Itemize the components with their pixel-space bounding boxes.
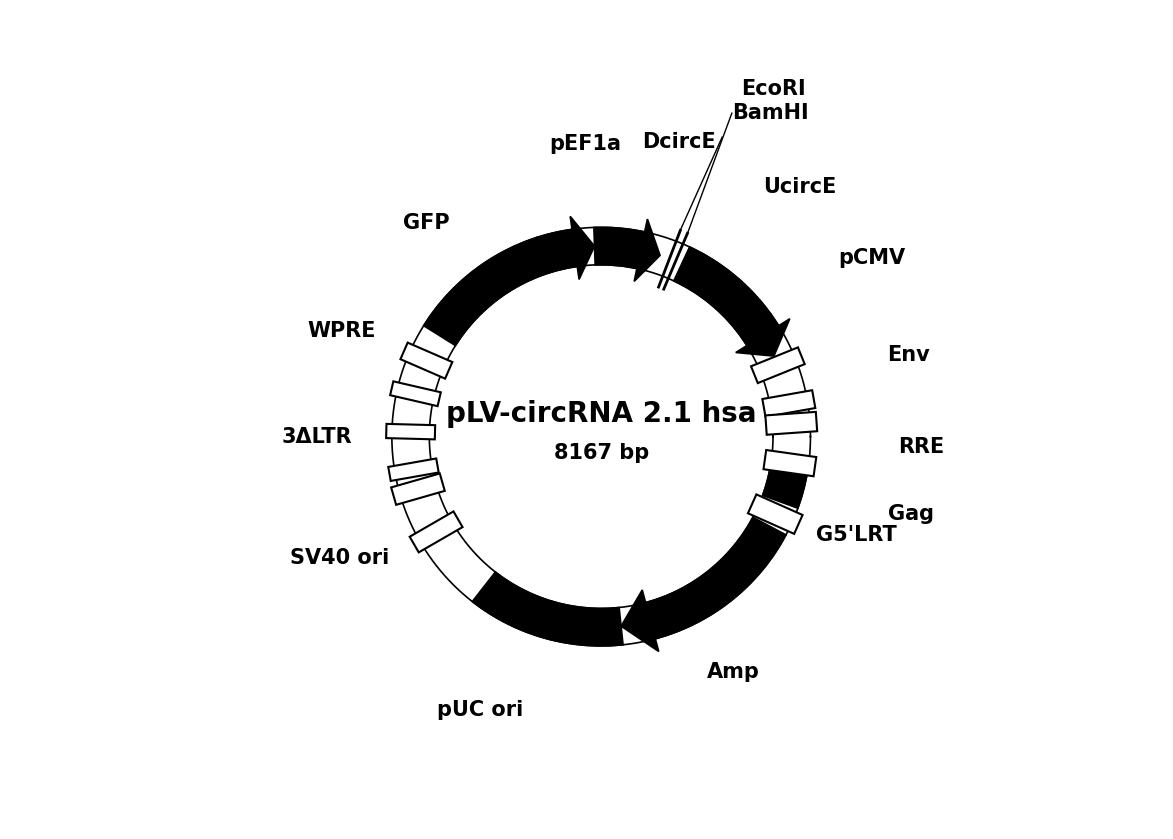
Text: Amp: Amp bbox=[707, 662, 760, 682]
Text: Gag: Gag bbox=[888, 503, 934, 524]
Text: UcircE: UcircE bbox=[762, 177, 836, 197]
Polygon shape bbox=[762, 469, 807, 508]
Text: SV40 ori: SV40 ori bbox=[290, 548, 389, 568]
Text: WPRE: WPRE bbox=[307, 321, 375, 341]
Text: BamHI: BamHI bbox=[732, 103, 808, 123]
Polygon shape bbox=[762, 390, 815, 417]
Text: pCMV: pCMV bbox=[839, 248, 906, 268]
Text: pLV-circRNA 2.1 hsa: pLV-circRNA 2.1 hsa bbox=[446, 400, 757, 428]
Text: 8167 bp: 8167 bp bbox=[554, 443, 649, 463]
Text: Env: Env bbox=[887, 345, 929, 365]
Polygon shape bbox=[717, 281, 789, 356]
Polygon shape bbox=[764, 450, 816, 477]
Polygon shape bbox=[748, 494, 802, 534]
Polygon shape bbox=[391, 473, 445, 505]
Polygon shape bbox=[594, 219, 660, 281]
Polygon shape bbox=[388, 458, 439, 481]
Text: pEF1a: pEF1a bbox=[550, 134, 622, 154]
Text: RRE: RRE bbox=[899, 437, 944, 457]
Text: 3ΔLTR: 3ΔLTR bbox=[282, 427, 352, 446]
Polygon shape bbox=[400, 342, 453, 378]
Polygon shape bbox=[673, 247, 741, 309]
Polygon shape bbox=[751, 347, 805, 383]
Polygon shape bbox=[386, 424, 435, 440]
Polygon shape bbox=[536, 216, 595, 279]
Polygon shape bbox=[765, 412, 818, 435]
Polygon shape bbox=[391, 382, 441, 406]
Text: G5'LRT: G5'LRT bbox=[816, 525, 897, 545]
Text: DcircE: DcircE bbox=[643, 133, 717, 153]
Polygon shape bbox=[621, 518, 786, 651]
Polygon shape bbox=[423, 237, 548, 346]
Polygon shape bbox=[473, 572, 623, 646]
Text: GFP: GFP bbox=[402, 212, 449, 232]
Text: pUC ori: pUC ori bbox=[436, 700, 523, 720]
Polygon shape bbox=[409, 512, 462, 552]
Text: EcoRI: EcoRI bbox=[741, 79, 806, 99]
